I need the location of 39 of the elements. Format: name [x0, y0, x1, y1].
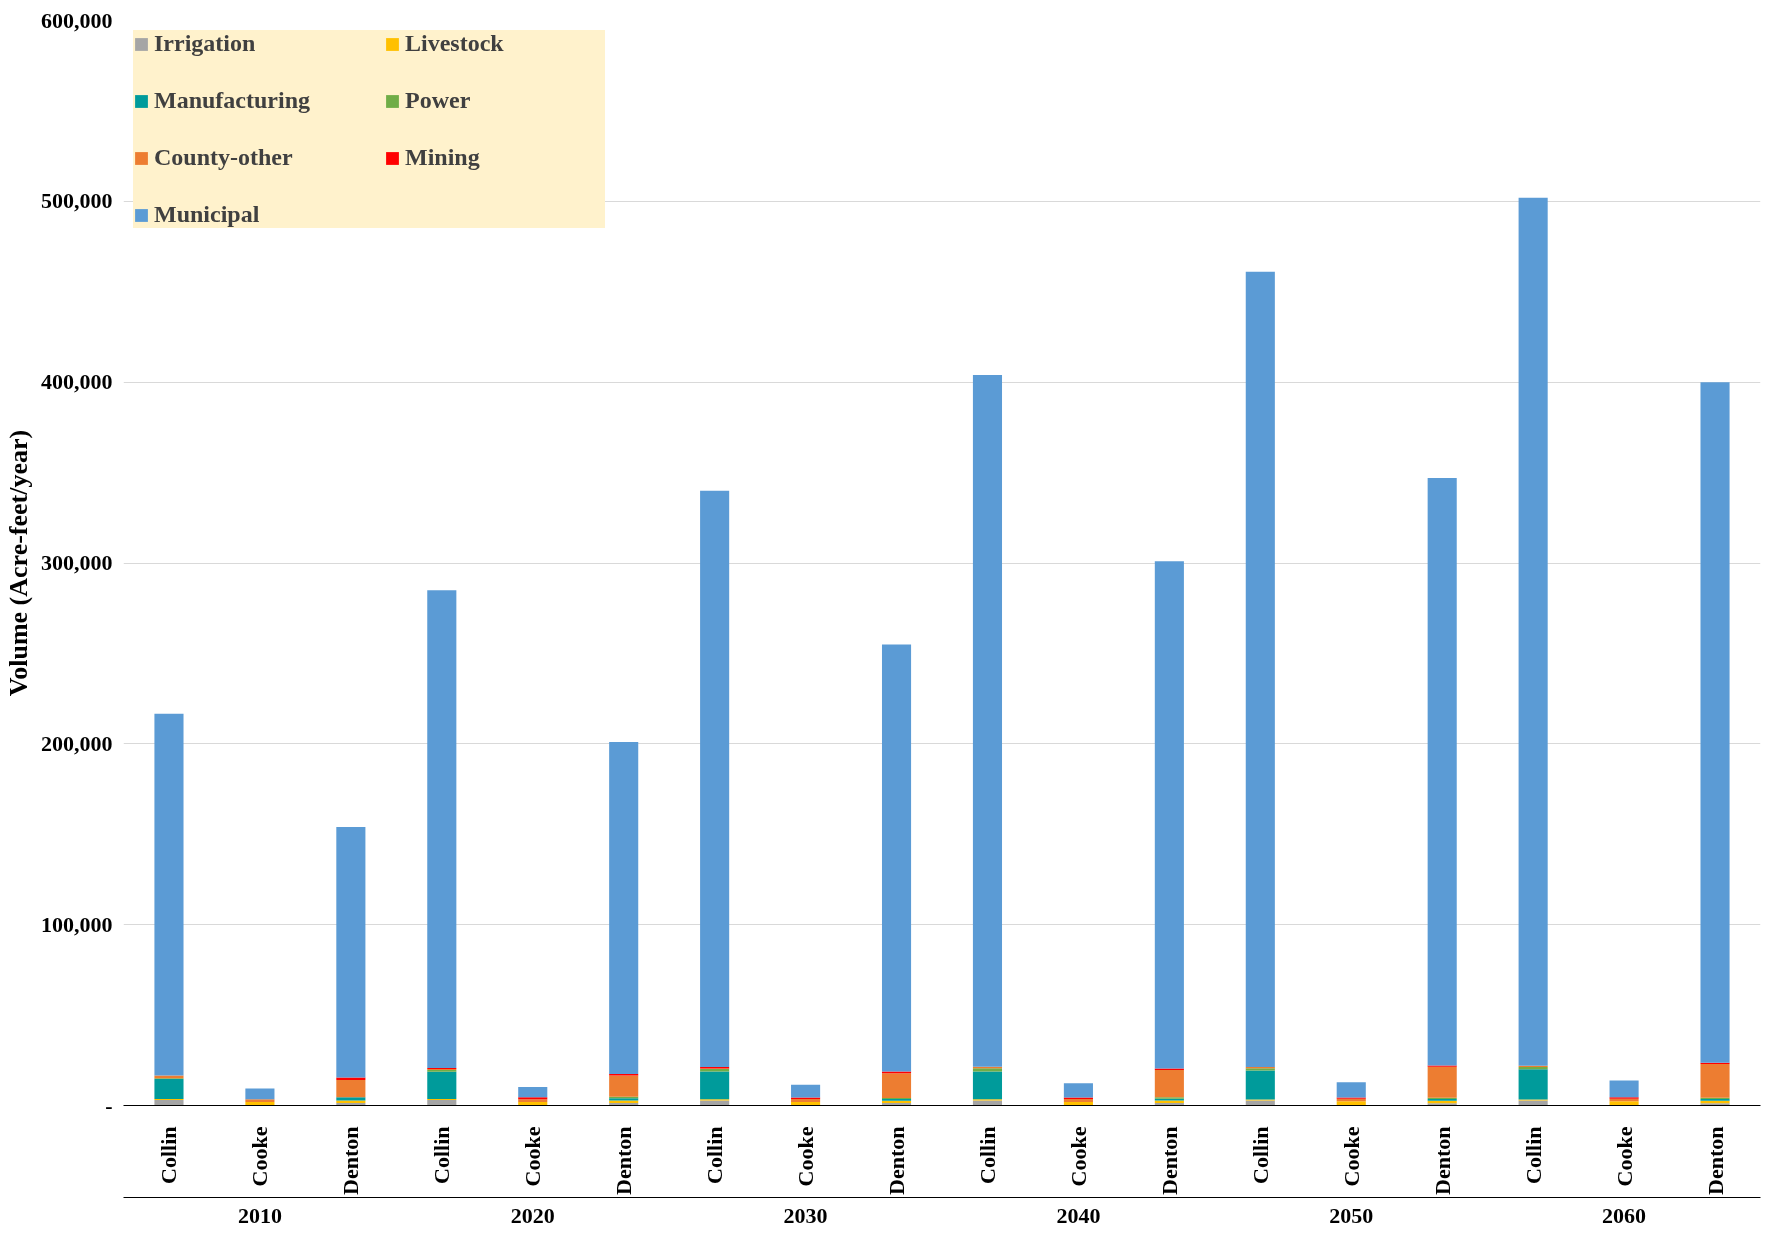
x-tick-label: Denton	[338, 1126, 364, 1195]
y-tick-label: 200,000	[41, 730, 113, 756]
x-tick-label: Cooke	[1065, 1126, 1091, 1187]
legend-label: Irrigation	[154, 30, 257, 57]
legend-label: Power	[405, 87, 472, 114]
legend-label: Mining	[405, 144, 481, 171]
text: 2050	[1329, 1202, 1374, 1228]
y-tick-label: 400,000	[41, 369, 113, 395]
legend-label: County-other	[154, 144, 294, 171]
x-tick-label: Collin	[156, 1126, 182, 1184]
x-tick-label: Cooke	[1338, 1126, 1364, 1187]
legend-label: Municipal	[154, 201, 261, 228]
y-tick-label: 300,000	[41, 550, 113, 575]
x-tick-label: Cooke	[793, 1126, 819, 1187]
x-tick-label: Collin	[702, 1126, 728, 1184]
legend-label: Livestock	[405, 30, 505, 57]
y-tick-label: 500,000	[41, 188, 113, 214]
text: 2010	[237, 1202, 282, 1228]
x-tick-label: Denton	[1156, 1126, 1182, 1195]
x-tick-label: Denton	[611, 1126, 637, 1195]
x-tick-label: Collin	[1247, 1126, 1273, 1184]
x-tick-label: Collin	[1520, 1126, 1546, 1184]
x-tick-label: Collin	[974, 1126, 1000, 1184]
x-tick-label: Denton	[1429, 1126, 1455, 1195]
text: 2060	[1602, 1202, 1647, 1228]
text: 2020	[510, 1202, 555, 1228]
text: 2040	[1056, 1202, 1101, 1228]
x-tick-label: Denton	[884, 1126, 910, 1195]
x-tick-label: Denton	[1702, 1126, 1728, 1195]
x-tick-label: Cooke	[247, 1126, 273, 1187]
x-tick-label: Cooke	[520, 1126, 546, 1187]
x-tick-label: Collin	[429, 1126, 455, 1184]
y-tick-label: 100,000	[41, 911, 113, 937]
y-tick-label: -	[105, 1092, 113, 1118]
x-tick-label: Cooke	[1611, 1126, 1637, 1187]
legend-label: Manufacturing	[154, 87, 311, 114]
y-tick-label: 600,000	[41, 7, 113, 33]
y-axis-title: Volume (Acre-feet/year)	[4, 429, 33, 697]
text: 2030	[783, 1202, 828, 1228]
